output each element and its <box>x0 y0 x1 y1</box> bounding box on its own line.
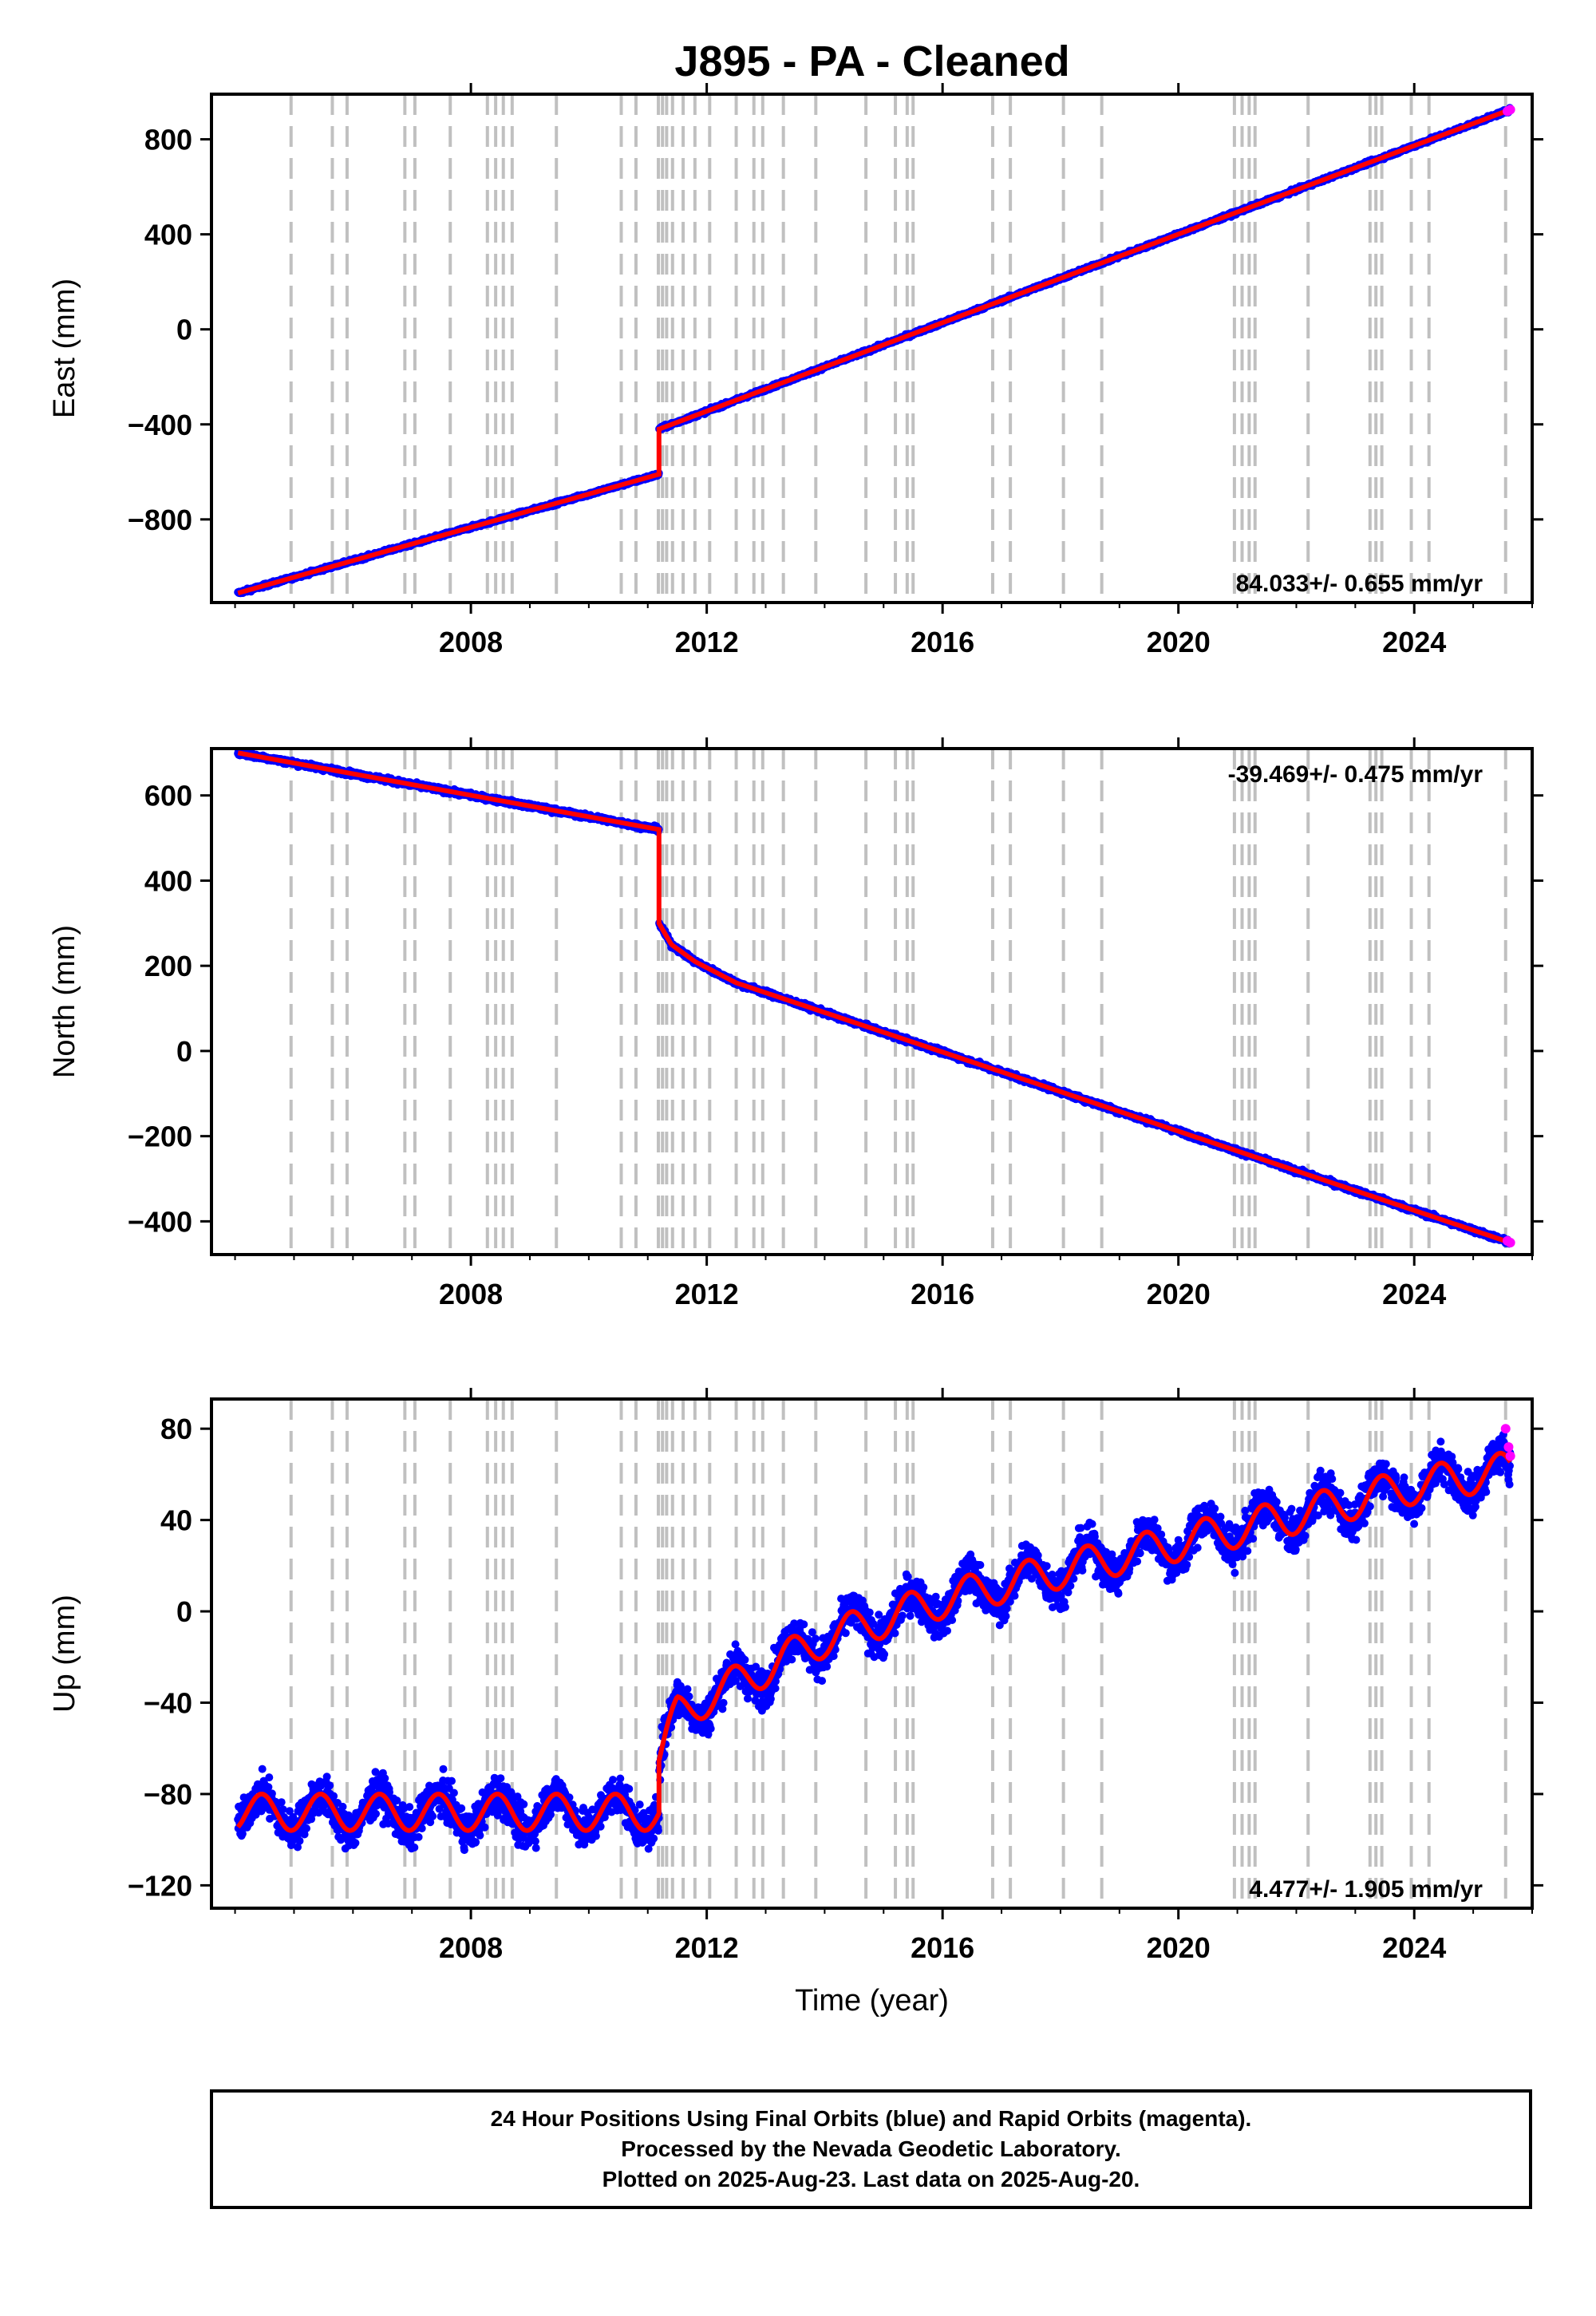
event-lines <box>289 94 1507 603</box>
x-tick-label: 2016 <box>911 626 974 658</box>
y-tick-label: −400 <box>128 409 192 441</box>
rapid-point <box>1505 105 1515 115</box>
x-tick-label: 2008 <box>439 626 503 658</box>
chart-title: J895 - PA - Cleaned <box>674 38 1069 85</box>
rate-label: 84.033+/- 0.655 mm/yr <box>1236 571 1483 597</box>
y-tick-label: 800 <box>144 124 192 156</box>
x-tick-label: 2012 <box>675 626 739 658</box>
y-axis: 800 400 0 −400 −800 <box>128 124 1543 536</box>
y-tick-label: 0 <box>176 314 192 346</box>
y-axis-label: East (mm) <box>48 279 81 418</box>
x-tick-label: 2020 <box>1147 626 1211 658</box>
panels: 2008 2012 2016 2020 2024 800 400 0 −400 −800 East … <box>48 83 1543 2018</box>
x-tick-label: 2024 <box>1382 626 1446 658</box>
panel-east: 2008 2012 2016 2020 2024 800 400 0 −400 −800 East … <box>48 83 1543 658</box>
y-tick-label: 400 <box>144 219 192 251</box>
final-orbit-points <box>234 749 1515 1248</box>
y-tick-label: −800 <box>128 504 192 536</box>
panel-north: 2008 2012 2016 2020 20246004002000−200−400No… <box>48 737 1543 1310</box>
